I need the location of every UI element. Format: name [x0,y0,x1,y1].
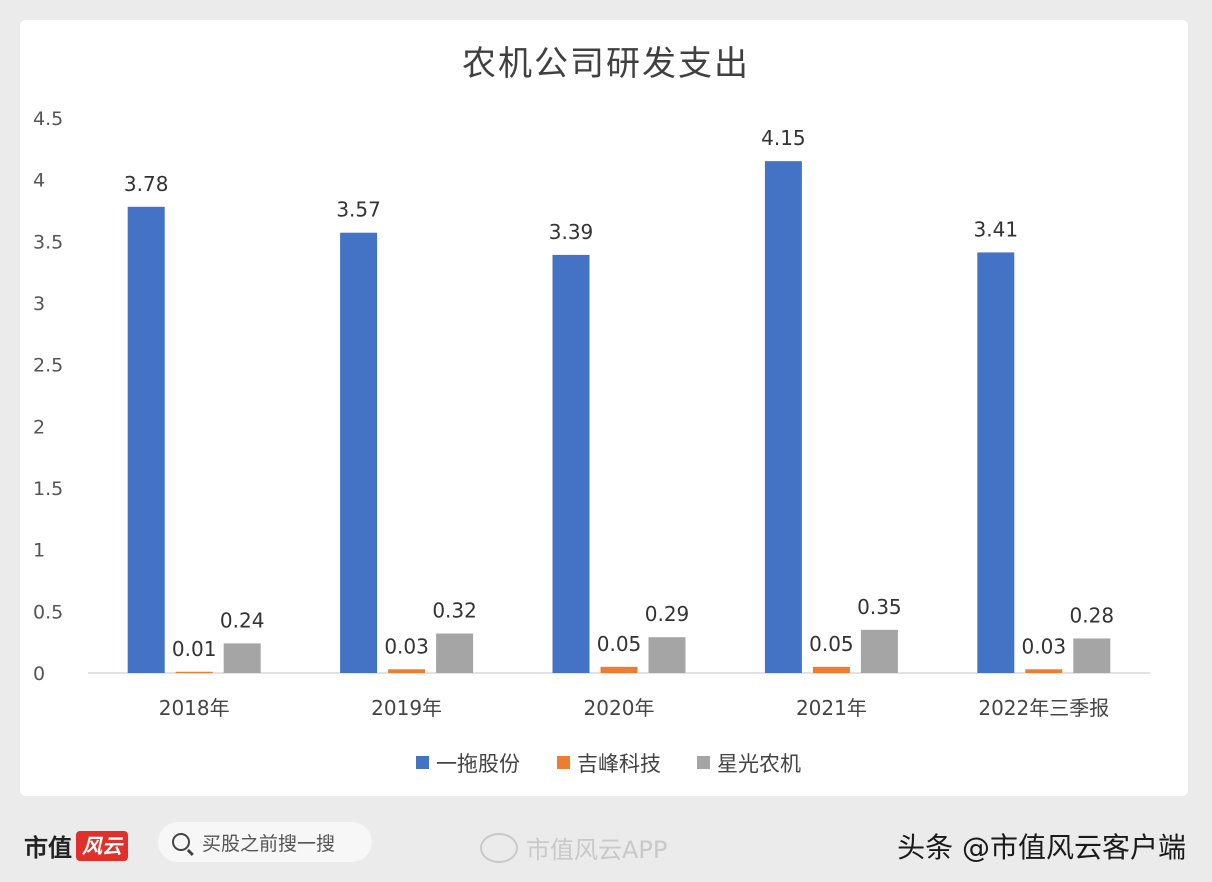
data-label: 4.15 [761,126,806,150]
bar [648,637,686,673]
legend-label: 星光农机 [717,752,801,776]
bar [1073,638,1111,673]
weibo-watermark: 市值风云APP [480,830,667,865]
chart-title: 农机公司研发支出 [462,44,750,84]
bar [860,629,898,673]
weibo-text: 市值风云APP [526,836,668,864]
x-tick-label: 2022年三季报 [978,696,1109,720]
y-tick-label: 3.5 [33,231,63,253]
bar-chart: 0 0.5 1 1.5 2 2.5 3 3.5 4 4.5 3.78 0.010.24 2018年 3.5… [33,108,1150,776]
x-tick-label: 2018年 [159,696,230,720]
legend-swatch [557,756,570,769]
data-label: 3.57 [336,198,381,222]
y-tick-label: 3 [33,293,45,315]
data-label: 3.41 [974,217,1019,241]
data-label: 0.28 [1070,603,1115,627]
data-label: 0.01 [172,637,217,661]
y-tick-label: 4.5 [33,108,63,130]
data-label: 0.03 [384,634,429,658]
x-tick-label: 2021年 [796,696,867,720]
bar [223,643,261,673]
data-label: 3.39 [549,220,594,244]
legend-swatch [697,756,710,769]
search-placeholder: 买股之前搜一搜 [202,832,336,855]
data-label: 0.29 [645,602,690,626]
bar [436,633,474,673]
bar [977,252,1015,673]
bar [388,669,426,673]
footer-bar: 市值 风云 买股之前搜一搜 市值风云APP 头条 @市值风云客户端 [0,806,1212,882]
search-icon [172,833,190,851]
y-tick-label: 1.5 [33,478,63,500]
legend-label: 一拖股份 [436,752,520,776]
toutiao-credit: 头条 @市值风云客户端 [897,831,1186,864]
x-tick-label: 2020年 [584,696,655,720]
data-label: 0.35 [857,595,902,619]
y-tick-label: 2.5 [33,355,63,377]
data-label: 0.03 [1022,634,1067,658]
bar [340,232,378,673]
legend-swatch [416,756,429,769]
bar [127,206,165,674]
bar [812,666,850,673]
weibo-icon [480,832,518,863]
data-label: 0.24 [220,608,265,632]
brand-logo[interactable]: 市值 风云 [24,828,128,863]
y-tick-label: 0.5 [33,601,63,623]
bar [600,666,638,673]
y-tick-label: 0 [33,663,45,685]
y-tick-label: 1 [33,540,45,562]
search-box[interactable]: 买股之前搜一搜 [158,822,372,862]
data-label: 3.78 [124,172,169,196]
bar [175,671,213,673]
bar [552,254,590,673]
y-tick-label: 4 [33,170,45,192]
x-tick-label: 2019年 [371,696,442,720]
data-label: 0.05 [597,632,642,656]
bar [1025,669,1063,673]
brand-text: 市值 [24,834,72,862]
data-label: 0.05 [809,632,854,656]
legend-label: 吉峰科技 [577,752,661,776]
brand-mark: 风云 [76,830,128,861]
y-tick-label: 2 [33,416,45,438]
bar [764,161,802,673]
data-label: 0.32 [432,599,477,623]
